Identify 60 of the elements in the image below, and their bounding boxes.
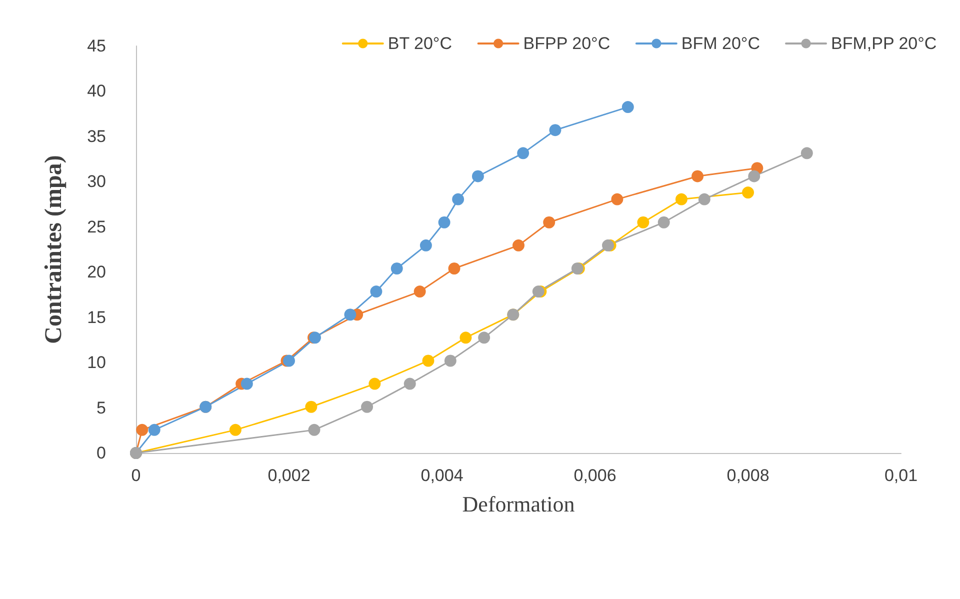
point	[512, 239, 524, 252]
point	[517, 147, 530, 160]
point	[800, 147, 813, 160]
point	[368, 378, 381, 390]
point	[438, 216, 450, 228]
point	[478, 332, 490, 344]
point	[305, 400, 318, 413]
point	[444, 354, 456, 367]
point	[460, 332, 472, 344]
y-tick-label: 35	[87, 126, 106, 146]
y-tick-label: 10	[87, 353, 106, 372]
y-tick-label: 0	[96, 444, 106, 462]
legend-label: BT 20°C	[388, 34, 452, 53]
point	[448, 262, 460, 274]
point	[136, 424, 148, 436]
point	[742, 186, 754, 199]
x-axis-title: Deformation	[462, 492, 575, 516]
x-tick-label: 0,002	[268, 466, 310, 485]
point	[308, 424, 320, 436]
point	[390, 262, 403, 274]
x-tick-label: 0,004	[420, 466, 464, 485]
y-tick-label: 5	[96, 398, 106, 418]
y-tick-label: 25	[87, 217, 106, 236]
point	[611, 193, 624, 206]
point	[698, 193, 710, 206]
y-tick-label: 45	[87, 36, 106, 56]
y-tick-label: 30	[87, 172, 106, 192]
point	[422, 354, 434, 367]
y-tick-label: 15	[87, 308, 106, 327]
point	[549, 124, 562, 136]
point	[414, 286, 426, 298]
point	[692, 170, 704, 182]
point	[148, 424, 160, 436]
point	[240, 378, 253, 390]
point	[420, 239, 432, 252]
point	[543, 216, 556, 228]
point	[472, 170, 484, 182]
point	[452, 193, 464, 206]
legend-label: BFM 20°C	[681, 34, 760, 53]
point	[370, 286, 382, 298]
legend-label: BFPP 20°C	[523, 34, 610, 53]
point	[283, 354, 295, 367]
point	[361, 400, 374, 413]
y-tick-label: 40	[87, 82, 106, 101]
point	[344, 308, 356, 321]
point	[748, 170, 760, 182]
point	[622, 101, 634, 114]
point	[675, 193, 688, 206]
point	[229, 424, 242, 436]
point	[637, 216, 650, 228]
y-axis-title: Contraintes (mpa)	[41, 155, 67, 344]
legend-label: BFM,PP 20°C	[831, 34, 937, 53]
x-tick-label: 0	[131, 466, 141, 485]
point	[658, 216, 670, 228]
x-tick-label: 0,006	[574, 466, 616, 485]
point	[404, 378, 416, 390]
point	[532, 286, 544, 298]
y-tick-label: 20	[87, 262, 106, 282]
x-tick-label: 0,01	[884, 466, 918, 485]
x-tick-label: 0,008	[726, 466, 770, 485]
